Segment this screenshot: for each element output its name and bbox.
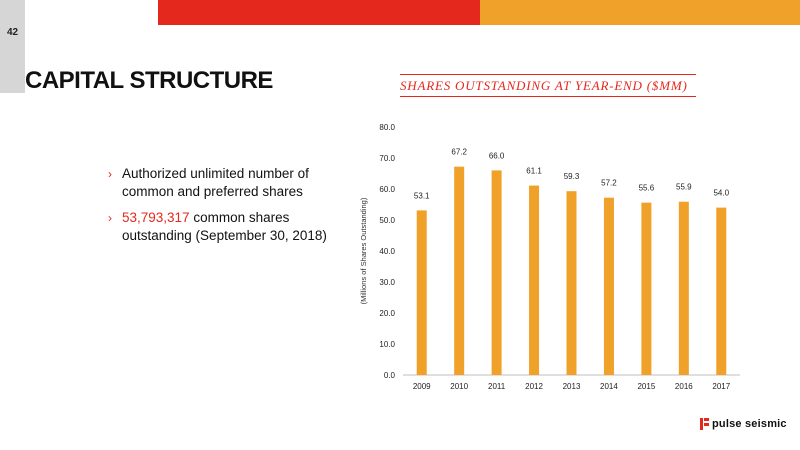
y-tick-label: 50.0 <box>379 216 395 225</box>
bar-chart: 0.0 10.0 20.0 30.0 40.0 50.0 60.0 70.0 80.0 (Mill… <box>359 123 740 391</box>
x-tick-label: 2016 <box>675 382 693 391</box>
data-label: 66.0 <box>489 151 505 160</box>
data-label: 55.6 <box>639 184 655 193</box>
company-logo: pulse seismic <box>700 418 787 430</box>
y-tick-label: 60.0 <box>379 185 395 194</box>
y-tick-label: 0.0 <box>384 371 396 380</box>
y-tick-label: 30.0 <box>379 278 395 287</box>
x-tick-label: 2015 <box>637 382 655 391</box>
x-tick-label: 2011 <box>488 382 506 391</box>
y-tick-label: 70.0 <box>379 154 395 163</box>
share-count-highlight: 53,793,317 <box>122 210 190 225</box>
x-tick-label: 2014 <box>600 382 618 391</box>
chart-title-rule-bottom <box>400 96 696 97</box>
data-label: 54.0 <box>713 189 729 198</box>
x-tick-label: 2009 <box>413 382 431 391</box>
y-tick-label: 20.0 <box>379 309 395 318</box>
chevron-right-icon: › <box>108 211 112 225</box>
bar <box>603 197 614 375</box>
bar <box>641 202 652 375</box>
y-tick-label: 80.0 <box>379 123 395 132</box>
data-label: 57.2 <box>601 179 617 188</box>
chart-title-rule-top <box>400 74 696 75</box>
bar <box>416 210 427 375</box>
bar <box>529 185 540 375</box>
side-strip <box>0 0 25 93</box>
bullet-text: Authorized unlimited number of common an… <box>122 166 309 199</box>
bullet-text: common shares outstanding (September 30,… <box>122 210 327 243</box>
bar <box>454 166 465 375</box>
chart-title: SHARES OUTSTANDING AT YEAR-END ($MM) <box>400 78 688 93</box>
pulse-logo-icon <box>700 418 709 430</box>
data-label: 53.1 <box>414 191 430 200</box>
page-number: 42 <box>6 27 19 38</box>
bullet-item-outstanding: › 53,793,317 common shares outstanding (… <box>108 209 358 245</box>
header-red-band <box>158 0 480 25</box>
bullet-list: › Authorized unlimited number of common … <box>108 165 358 253</box>
bar <box>716 207 727 375</box>
x-tick-label: 2017 <box>712 382 730 391</box>
logo-text: pulse seismic <box>712 418 787 430</box>
bar <box>566 191 577 375</box>
y-tick-label: 40.0 <box>379 247 395 256</box>
x-tick-label: 2012 <box>525 382 543 391</box>
data-label: 59.3 <box>564 172 580 181</box>
x-tick-label: 2010 <box>450 382 468 391</box>
slide-title: CAPITAL STRUCTURE <box>25 67 273 94</box>
y-axis-label: (Millions of Shares Outstanding) <box>359 197 368 304</box>
header-orange-band <box>480 0 800 25</box>
bar <box>491 170 502 375</box>
x-tick-label: 2013 <box>563 382 581 391</box>
data-label: 55.9 <box>676 183 692 192</box>
chevron-right-icon: › <box>108 167 112 181</box>
data-label: 67.2 <box>451 148 467 157</box>
data-label: 61.1 <box>526 167 542 176</box>
bar <box>678 201 689 375</box>
bullet-item-authorized: › Authorized unlimited number of common … <box>108 165 358 201</box>
y-tick-label: 10.0 <box>379 340 395 349</box>
